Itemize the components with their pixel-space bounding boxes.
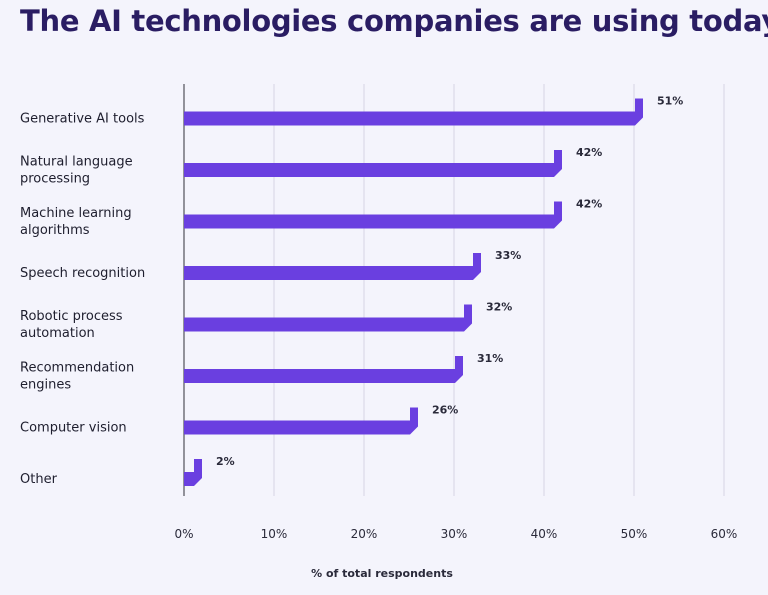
category-label: Generative AI tools: [20, 112, 145, 127]
chart-title: The AI technologies companies are using …: [20, 4, 768, 38]
bar: [184, 407, 418, 435]
bar: [184, 304, 472, 332]
x-tick-label: 0%: [174, 527, 193, 541]
bar: [184, 201, 562, 229]
category-label: Machine learning algorithms: [20, 206, 132, 238]
x-tick-label: 60%: [711, 527, 738, 541]
x-tick-label: 40%: [531, 527, 558, 541]
category-label: Other: [20, 472, 58, 487]
value-label: 42%: [576, 198, 602, 211]
category-label: Computer vision: [20, 421, 127, 436]
category-label: Robotic process automation: [20, 309, 123, 341]
bar: [184, 459, 202, 486]
value-label: 31%: [477, 352, 503, 365]
value-label: 26%: [432, 404, 458, 417]
bar: [184, 356, 463, 383]
value-label: 32%: [486, 301, 512, 314]
bar: [184, 98, 643, 126]
value-label: 33%: [495, 249, 521, 262]
category-label: Speech recognition: [20, 266, 145, 281]
x-tick-label: 10%: [261, 527, 288, 541]
value-label: 51%: [657, 95, 683, 108]
x-tick-label: 30%: [441, 527, 468, 541]
category-label: Recommendation engines: [20, 361, 134, 393]
value-label: 42%: [576, 146, 602, 159]
x-axis-title: % of total respondents: [311, 567, 453, 580]
x-tick-label: 20%: [351, 527, 378, 541]
x-tick-label: 50%: [621, 527, 648, 541]
category-label: Natural language processing: [20, 155, 133, 187]
bar: [184, 253, 481, 280]
bar: [184, 150, 562, 177]
value-label: 2%: [216, 455, 235, 468]
